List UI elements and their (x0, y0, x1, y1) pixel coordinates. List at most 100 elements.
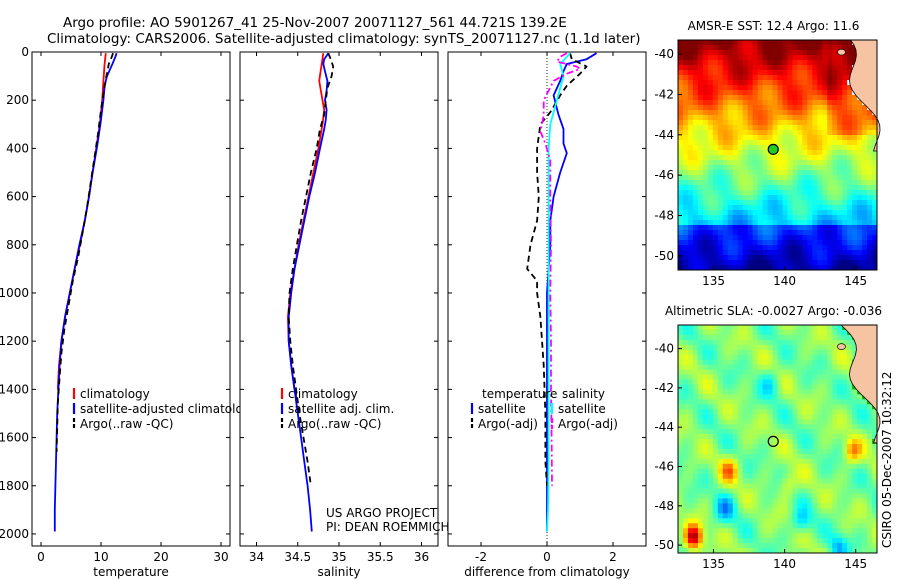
map-cell (692, 185, 699, 191)
map-cell (752, 473, 759, 480)
map-cell (787, 414, 793, 420)
map-cell (732, 255, 739, 261)
map-cell (678, 250, 684, 256)
map-cell (772, 45, 778, 51)
map-cell (837, 325, 843, 331)
map-cell (782, 399, 788, 405)
y-tick-label: 1600 (0, 431, 29, 445)
map-cell (687, 260, 694, 266)
map-cell (777, 543, 783, 549)
map-cell (752, 443, 759, 450)
map-cell (797, 528, 803, 534)
map-cell (792, 498, 798, 504)
map-cell (857, 150, 863, 156)
map-cell (792, 125, 798, 131)
map-cell (747, 260, 754, 266)
map-cell (747, 359, 754, 366)
map-cell (737, 55, 744, 61)
map-cell (712, 260, 719, 266)
map-cell (782, 473, 788, 480)
map-cell (732, 349, 739, 356)
map-cell (682, 245, 689, 251)
sst_map-frame (677, 39, 878, 271)
map-cell (722, 165, 729, 171)
map-cell (737, 75, 744, 81)
map-cell (842, 439, 848, 445)
project-credit: US ARGO PROJECT (326, 506, 438, 520)
map-cell (872, 135, 878, 141)
map-cell (817, 424, 823, 430)
map-cell (712, 40, 719, 46)
map-cell (867, 434, 873, 440)
map-cell (827, 135, 833, 141)
map-cell (867, 468, 873, 475)
map-cell (757, 225, 763, 231)
map-cell (717, 125, 724, 131)
map-cell (777, 364, 783, 371)
map-cell (837, 90, 843, 96)
map-cell (847, 140, 853, 146)
map-cell (752, 458, 759, 465)
map-cell (737, 493, 744, 499)
map-cell (692, 95, 699, 101)
map-cell (697, 100, 704, 106)
map-cell (722, 45, 729, 51)
map-cell (702, 80, 709, 86)
map-cell (787, 190, 793, 196)
map-cell (812, 359, 818, 366)
map-cell (827, 155, 833, 161)
map-cell (762, 260, 768, 266)
map-cell (802, 424, 808, 430)
map-cell (777, 40, 783, 46)
map-cell (857, 463, 863, 470)
map-cell (822, 125, 828, 131)
map-cell (862, 528, 868, 534)
map-cell (827, 344, 833, 351)
map-cell (842, 414, 848, 420)
map-cell (702, 220, 709, 226)
map-cell (687, 518, 694, 524)
map-cell (787, 468, 793, 475)
map-cell (832, 80, 838, 86)
map-cell (857, 160, 863, 166)
map-cell (682, 448, 689, 455)
map-cell (762, 170, 768, 176)
map-cell (777, 75, 783, 81)
map-cell (742, 384, 749, 390)
map-cell (767, 424, 773, 430)
map-cell (722, 364, 729, 371)
x-tick-label: 145 (844, 557, 867, 571)
map-cell (732, 60, 739, 66)
map-cell (797, 414, 803, 420)
map-cell (762, 40, 768, 46)
map-cell (837, 483, 843, 489)
sla_map-title: Altimetric SLA: -0.0027 Argo: -0.036 (665, 304, 882, 318)
map-cell (787, 75, 793, 81)
map-cell (772, 399, 778, 405)
map-cell (832, 409, 838, 415)
map-cell (787, 543, 793, 549)
map-cell (842, 55, 848, 61)
map-cell (827, 518, 833, 524)
map-cell (762, 334, 768, 341)
map-cell (792, 65, 798, 71)
map-cell (822, 414, 828, 420)
map-cell (852, 344, 858, 351)
map-cell (757, 115, 763, 121)
map-cell (737, 210, 744, 216)
map-cell (697, 424, 704, 430)
map-cell (732, 70, 739, 76)
map-cell (812, 105, 818, 111)
map-cell (697, 95, 704, 101)
map-cell (742, 399, 749, 405)
map-cell (767, 463, 773, 470)
map-cell (842, 399, 848, 405)
map-cell (777, 195, 783, 201)
map-cell (767, 458, 773, 465)
map-cell (752, 205, 759, 211)
map-cell (777, 115, 783, 121)
map-cell (747, 334, 754, 341)
map-cell (707, 60, 714, 66)
salinity-axis-label: salinity (317, 565, 360, 579)
map-cell (757, 180, 763, 186)
